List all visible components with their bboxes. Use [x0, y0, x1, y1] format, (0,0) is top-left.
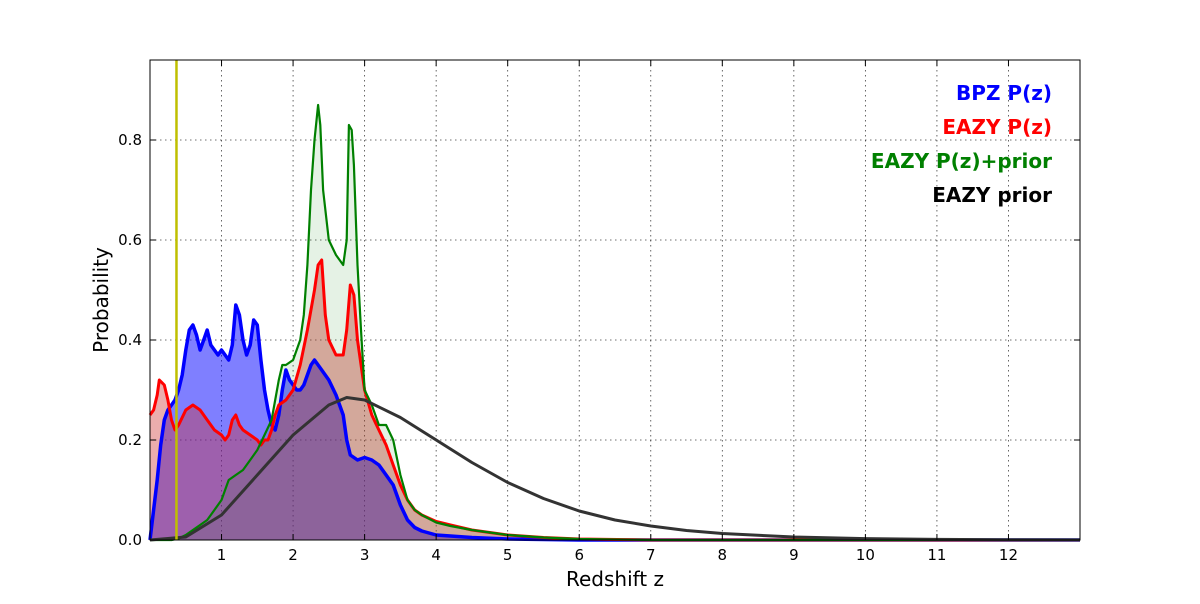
x-tick-label: 11	[927, 546, 946, 564]
x-tick-label: 6	[574, 546, 584, 564]
series-lines	[148, 103, 1081, 542]
x-tick-label: 2	[288, 546, 298, 564]
plot-frame	[149, 59, 1081, 541]
x-tick-label: 4	[431, 546, 441, 564]
x-tick-label: 10	[856, 546, 875, 564]
y-tick-label: 0.6	[118, 231, 142, 249]
y-tick-label: 0.2	[118, 431, 142, 449]
y-tick-label: 0.4	[118, 331, 142, 349]
series-area-2	[150, 105, 1080, 540]
x-tick-label: 8	[718, 546, 728, 564]
y-tick-label: 0.0	[118, 531, 142, 549]
x-tick-label: 7	[646, 546, 656, 564]
axis-ticks	[150, 60, 1080, 541]
x-tick-label: 12	[999, 546, 1018, 564]
x-tick-label: 9	[789, 546, 799, 564]
x-tick-label: 3	[360, 546, 370, 564]
x-tick-label: 1	[217, 546, 227, 564]
y-axis-title: Probability	[89, 247, 113, 353]
legend-entry-eazy-prior-applied: EAZY P(z)+prior	[871, 149, 1052, 173]
x-axis-title: Redshift z	[566, 567, 664, 591]
legend-entry-bpz: BPZ P(z)	[956, 81, 1052, 105]
legend-entry-eazy: EAZY P(z)	[942, 115, 1052, 139]
axis-tick-labels: 1 2 3 4 5 6 7 8 9 10 11 120.00.20.40.60.8	[118, 131, 1018, 564]
series-area-0	[150, 305, 1080, 540]
series-line-3	[149, 396, 1081, 542]
legend: BPZ P(z) EAZY P(z) EAZY P(z)+prior EAZY …	[871, 81, 1052, 207]
x-tick-label: 5	[503, 546, 513, 564]
series-line-2	[150, 103, 1080, 542]
legend-entry-eazy-prior: EAZY prior	[932, 183, 1052, 207]
series-line-0	[148, 303, 1080, 542]
y-tick-label: 0.8	[118, 131, 142, 149]
